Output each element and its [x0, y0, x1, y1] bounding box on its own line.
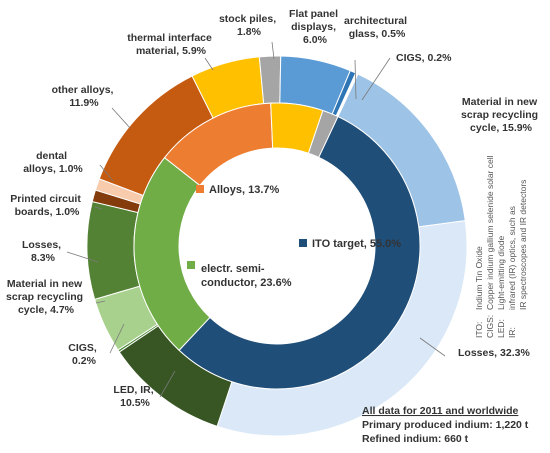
leader-line-4 [111, 107, 131, 129]
footer-refined: Refined indium: 660 t [362, 433, 469, 445]
inner-slice-0 [178, 115, 421, 390]
cigs-top-label: CIGS, 0.2% [396, 52, 452, 64]
glossary-abbr-3: IR: [507, 327, 517, 338]
leader-line-3 [204, 57, 214, 71]
leader-line-1 [361, 57, 391, 101]
leader-line-5 [99, 164, 114, 182]
semi-label-line2: conductor, 23.6% [201, 277, 292, 289]
pcb-label: Printed circuit boards, 1.0% [10, 193, 84, 218]
ito-swatch [299, 239, 307, 247]
other-alloys-label: other alloys, 11.9% [52, 84, 117, 109]
dental-label: dental alloys, 1.0% [23, 150, 83, 175]
leader-line-2 [271, 41, 275, 60]
glossary-text-3: infrared (IR) optics, such as [507, 206, 517, 310]
leader-line-7 [66, 251, 99, 263]
leader-line-11 [419, 337, 446, 357]
cigs-bottom-label: CIGS, 0.2% [68, 342, 100, 367]
leader-line-0 [354, 59, 357, 100]
glossary-abbr-2: LED: [496, 319, 506, 338]
scrap-left-label: Material in new scrap recycling cycle, 4… [6, 278, 86, 316]
alloys-label: Alloys, 13.7% [209, 184, 280, 196]
inner-slice-4 [307, 109, 339, 158]
scrap-right-label: Material in new scrap recycling cycle, 1… [461, 96, 541, 134]
glossary-text-4: IR spectroscopes and IR detectors [518, 180, 528, 310]
flat-panel-label: Flat panel displays, 6.0% [289, 8, 341, 46]
alloys-swatch [196, 185, 204, 193]
led-label: LED, IR, 10.5% [113, 384, 156, 409]
ito-label: ITO target, 55.0% [312, 238, 401, 250]
leader-lines [66, 41, 446, 398]
stock-piles-label: stock piles, 1.8% [219, 13, 279, 38]
losses-right-label: Losses, 32.3% [458, 347, 530, 359]
glossary-text-1: Copper indium gallium selenide solar cel… [485, 155, 495, 310]
leader-line-9 [109, 323, 125, 354]
footer-title: All data for 2011 and worldwide [362, 405, 519, 417]
glossary-text-2: Light-emitting diode [496, 236, 506, 310]
leader-line-10 [159, 370, 176, 398]
inner-ring [133, 102, 421, 390]
glossary-abbr-1: CIGS: [485, 315, 495, 338]
leader-line-6 [94, 206, 103, 210]
losses-left-label: Losses, 8.3% [22, 239, 64, 264]
semi-swatch [187, 261, 195, 269]
thermal-label: thermal interface material, 5.9% [127, 32, 215, 57]
glossary-text-0: Indium Tin Oxide [474, 246, 484, 310]
footer-primary: Primary produced indium: 1,220 t [362, 419, 529, 431]
outer-slice-5 [86, 200, 141, 300]
glossary-abbr-0: ITO: [474, 322, 484, 338]
arch-glass-label: architectural glass, 0.5% [344, 15, 410, 40]
outer-slice-10 [258, 55, 282, 105]
leader-line-8 [95, 300, 106, 304]
semi-label-line1: electr. semi- [201, 263, 265, 275]
semi-label: electr. semi- conductor, 23.6% [201, 263, 292, 289]
